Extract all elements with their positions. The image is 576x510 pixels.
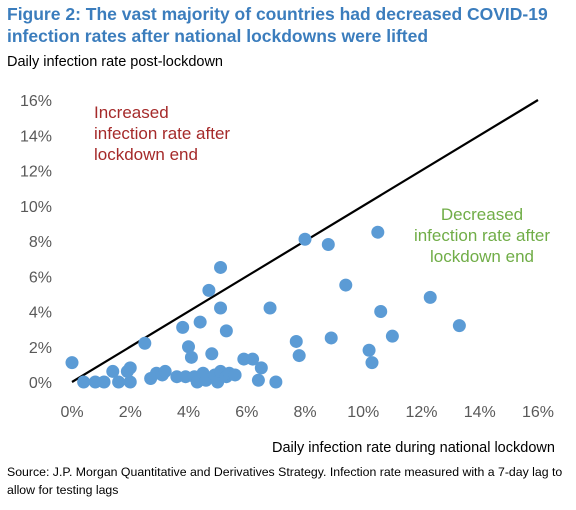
data-points [65,225,466,389]
annotation-decreased-line: infection rate after [414,226,550,245]
data-point [138,336,152,350]
x-tick-label: 4% [177,404,200,421]
data-point [228,368,242,382]
y-tick-label: 6% [29,269,52,286]
data-point [214,260,228,274]
data-point [182,340,195,354]
data-point [77,375,91,389]
data-point [289,334,303,348]
y-tick-label: 16% [20,93,52,110]
annotation-decreased-line: lockdown end [430,247,534,266]
y-tick-label: 12% [20,164,52,181]
data-point [193,315,207,329]
x-tick-label: 8% [293,404,316,421]
data-point [423,290,437,304]
data-point [374,305,388,318]
y-tick-label: 2% [29,340,52,357]
data-point [202,283,216,297]
data-point [97,375,111,389]
x-tick-labels: 0% 2% 4% 6% 8% 10% 12% 14% 16% [60,404,554,421]
data-point [292,349,306,363]
data-point [184,350,198,364]
data-point [176,320,190,334]
annotation-increased-line: lockdown end [94,145,198,164]
y-axis-label: Daily infection rate post-lockdown [7,54,223,70]
annotation-increased: Increased infection rate after lockdown en… [94,103,230,164]
data-point [321,238,335,252]
x-tick-label: 6% [235,404,258,421]
x-tick-label: 14% [464,404,496,421]
source-note: Source: J.P. Morgan Quantitative and Der… [7,465,563,497]
y-tick-labels: 0% 2% 4% 6% 8% 10% 12% 14% 16% [20,93,52,392]
y-tick-label: 14% [20,128,52,145]
data-point [263,301,277,315]
data-point [452,319,466,333]
data-point [219,324,233,338]
data-point [112,375,126,389]
data-point [205,347,219,361]
x-tick-label: 2% [119,404,142,421]
data-point [385,329,399,343]
data-point [246,352,260,366]
x-tick-label: 16% [522,404,554,421]
data-point [123,361,137,375]
scatter-chart: 0% 2% 4% 6% 8% 10% 12% 14% 16% 0% 2% 4% 6% 8% 10% 12% 1… [20,93,554,421]
data-point [339,278,353,292]
data-point [298,232,312,246]
x-axis-label: Daily infection rate during national loc… [272,440,555,456]
data-point [214,301,228,315]
x-tick-label: 10% [347,404,379,421]
data-point [251,373,265,387]
y-tick-label: 0% [29,375,52,392]
data-point [362,343,376,357]
annotation-increased-line: Increased [94,103,169,122]
y-tick-label: 8% [29,234,52,251]
data-point [365,356,379,370]
data-point [65,356,79,370]
data-point [371,225,385,239]
y-tick-label: 4% [29,305,52,322]
data-point [123,375,137,389]
data-point [269,375,283,389]
figure-title: Figure 2: The vast majority of countries… [7,4,548,46]
x-tick-label: 12% [405,404,437,421]
data-point [158,364,172,378]
data-point [254,361,268,375]
x-tick-label: 0% [60,404,83,421]
chart-annotations: Increased infection rate after lockdown en… [94,103,550,266]
y-tick-label: 10% [20,199,52,216]
data-point [324,331,338,345]
annotation-decreased: Decreased infection rate after lockdown en… [414,205,550,266]
annotation-increased-line: infection rate after [94,124,230,143]
annotation-decreased-line: Decreased [441,205,523,224]
data-point [106,364,120,378]
